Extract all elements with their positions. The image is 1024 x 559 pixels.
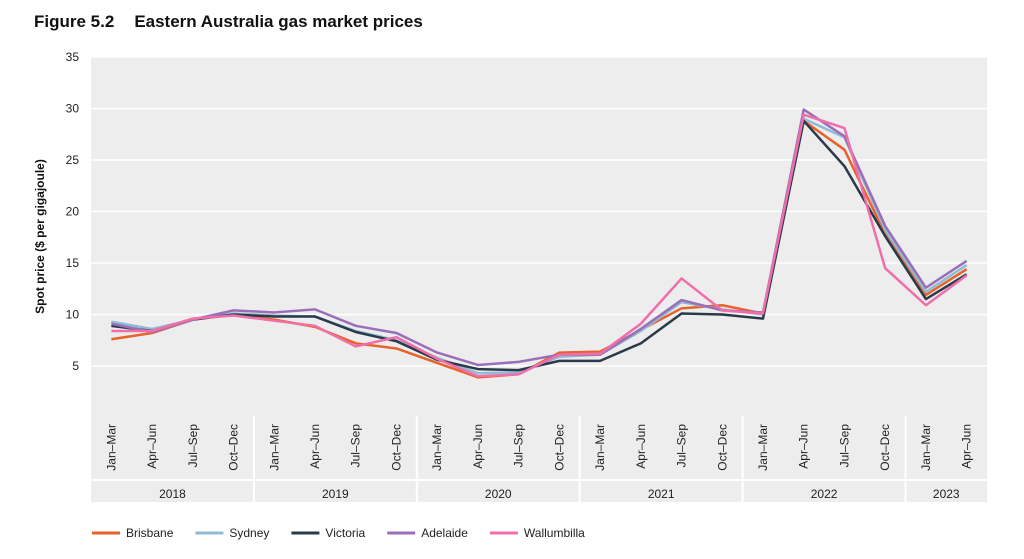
x-tick-label: Apr–Jun	[308, 424, 322, 469]
series-line-adelaide	[111, 108, 968, 367]
x-tick-label: Jul–Sep	[186, 424, 200, 468]
x-tick-label: Apr–Jun	[634, 424, 648, 469]
year-label: 2019	[322, 487, 349, 501]
x-tick-label: Oct–Dec	[878, 424, 892, 471]
x-tick-label: Oct–Dec	[227, 424, 241, 471]
x-tick-label: Jan–Mar	[593, 424, 607, 471]
title-text: Eastern Australia gas market prices	[134, 12, 423, 31]
x-tick-label: Jul–Sep	[349, 424, 363, 468]
x-tick-label: Apr–Jun	[471, 424, 485, 469]
legend-label-adelaide: Adelaide	[421, 526, 468, 540]
legend-label-brisbane: Brisbane	[126, 526, 174, 540]
x-tick-label: Jul–Sep	[512, 424, 526, 468]
x-tick-label: Oct–Dec	[389, 424, 403, 471]
legend-label-wallumbilla: Wallumbilla	[524, 526, 585, 540]
legend-label-victoria: Victoria	[325, 526, 365, 540]
y-tick-label: 10	[66, 308, 80, 322]
x-tick-label: Apr–Jun	[145, 424, 159, 469]
x-tick-label: Oct–Dec	[552, 424, 566, 471]
year-label: 2021	[648, 487, 675, 501]
y-tick-label: 15	[66, 256, 80, 270]
y-tick-label: 25	[66, 153, 80, 167]
x-tick-label: Apr–Jun	[960, 424, 974, 469]
figure-number: Figure 5.2	[34, 12, 115, 31]
x-tick-label: Jan–Mar	[756, 424, 770, 471]
year-label: 2022	[811, 487, 838, 501]
y-tick-label: 35	[66, 50, 80, 64]
x-tick-label: Oct–Dec	[715, 424, 729, 471]
x-tick-label: Jul–Sep	[837, 424, 851, 468]
x-tick-label: Jan–Mar	[267, 424, 281, 471]
y-axis-label: Spot price ($ per gigajoule)	[33, 159, 47, 314]
x-tick-label: Jan–Mar	[104, 424, 118, 471]
x-tick-label: Jan–Mar	[919, 424, 933, 471]
year-label: 2020	[485, 487, 512, 501]
year-label: 2023	[933, 487, 960, 501]
y-tick-label: 30	[66, 102, 80, 116]
x-tick-label: Apr–Jun	[797, 424, 811, 469]
y-tick-label: 20	[66, 205, 80, 219]
x-tick-label: Jan–Mar	[430, 424, 444, 471]
x-tick-label: Jul–Sep	[675, 424, 689, 468]
x-axis-area	[91, 416, 987, 502]
y-tick-label: 5	[72, 359, 79, 373]
year-label: 2018	[159, 487, 186, 501]
chart-title: Figure 5.2 Eastern Australia gas market p…	[34, 12, 423, 32]
series-line-wallumbilla	[111, 113, 968, 378]
legend-label-sydney: Sydney	[229, 526, 269, 540]
plot-area	[91, 57, 987, 416]
